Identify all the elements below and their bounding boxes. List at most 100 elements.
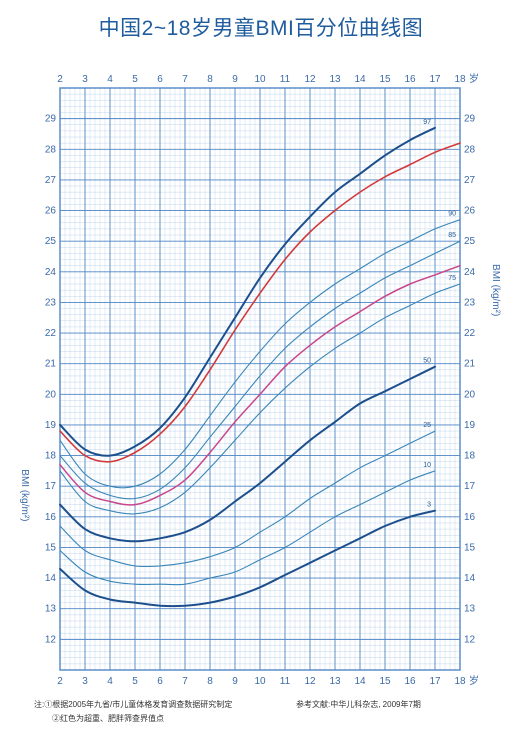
y-tick-label-left: 12 (45, 634, 57, 645)
y-tick-label-left: 16 (45, 512, 57, 523)
series-label-25: 25 (423, 422, 431, 429)
x-tick-label-top: 2 (57, 74, 63, 85)
x-tick-label-top: 5 (132, 74, 138, 85)
series-line-red (59, 142, 461, 463)
x-tick-label-top: 11 (280, 74, 291, 85)
y-tick-label-right: 23 (464, 297, 476, 308)
y-tick-label-left: 29 (45, 114, 57, 125)
x-tick-label-bottom: 18 (454, 676, 466, 687)
y-tick-label-right: 12 (464, 634, 476, 645)
x-tick-label-bottom: 9 (232, 676, 238, 687)
y-tick-label-left: 17 (45, 481, 57, 492)
y-tick-label-right: 21 (464, 359, 476, 370)
y-tick-label-left: 15 (45, 542, 57, 553)
series-label-97: 97 (423, 119, 431, 126)
x-tick-label-bottom: 14 (354, 676, 366, 687)
x-tick-label-top: 3 (82, 74, 88, 85)
y-tick-label-right: 29 (464, 114, 476, 125)
y-tick-label-left: 25 (45, 236, 57, 247)
x-tick-label-top: 13 (329, 74, 341, 85)
x-tick-label-top: 4 (107, 74, 113, 85)
y-tick-label-right: 27 (464, 175, 476, 186)
y-tick-label-left: 20 (45, 389, 57, 400)
y-tick-label-right: 22 (464, 328, 476, 339)
y-tick-label-left: 18 (45, 451, 57, 462)
y-tick-label-right: 18 (464, 451, 476, 462)
x-tick-label-bottom: 4 (107, 676, 113, 687)
series-label-10: 10 (423, 462, 431, 469)
x-tick-label-bottom: 15 (379, 676, 391, 687)
series-label-3: 3 (427, 502, 431, 509)
x-tick-label-bottom: 5 (132, 676, 138, 687)
y-tick-label-left: 26 (45, 206, 57, 217)
x-tick-label-bottom: 6 (157, 676, 163, 687)
y-tick-label-right: 16 (464, 512, 476, 523)
y-tick-label-left: 24 (45, 267, 57, 278)
series-line-3 (59, 509, 436, 608)
x-tick-label-bottom: 11 (280, 676, 291, 687)
x-tick-label-top: 9 (232, 74, 238, 85)
y-tick-label-left: 28 (45, 144, 57, 155)
x-tick-label-bottom: 12 (304, 676, 316, 687)
x-tick-label-top: 16 (404, 74, 416, 85)
note-line-1: ①根据2005年九省/市儿童体格发育调查数据研究制定 (44, 700, 233, 709)
page-title: 中国2~18岁男童BMI百分位曲线图 (98, 17, 424, 40)
x-tick-label-top: 17 (429, 74, 441, 85)
y-tick-label-right: 17 (464, 481, 476, 492)
series-label-85: 85 (448, 232, 456, 239)
series-label-50: 50 (423, 358, 431, 365)
y-tick-label-left: 13 (45, 604, 57, 615)
series-line-97 (59, 126, 436, 457)
y-tick-label-right: 15 (464, 542, 476, 553)
note-reference: 参考文献:中华儿科杂志, 2009年7期 (296, 700, 421, 709)
y-tick-label-right: 24 (464, 267, 476, 278)
x-tick-label-top: 12 (304, 74, 316, 85)
x-tick-label-bottom: 10 (254, 676, 266, 687)
series-line-10 (59, 470, 436, 586)
x-tick-label-top: 8 (207, 74, 213, 85)
y-tick-label-right: 25 (464, 236, 476, 247)
y-tick-label-right: 14 (464, 573, 476, 584)
series-line-90 (59, 219, 461, 489)
y-tick-label-right: 26 (464, 206, 476, 217)
series-label-75: 75 (448, 275, 456, 282)
series-line-25 (59, 430, 436, 568)
y-tick-label-left: 23 (45, 297, 57, 308)
x-axis-unit-top: 岁 (469, 72, 479, 85)
plot-border (59, 87, 461, 671)
note-line-2: ②红色为超重、肥胖筛查界值点 (52, 714, 164, 723)
y-tick-label-left: 14 (45, 573, 57, 584)
y-tick-label-right: 28 (464, 144, 476, 155)
x-tick-label-top: 10 (254, 74, 266, 85)
x-tick-label-bottom: 17 (429, 676, 441, 687)
x-tick-label-bottom: 8 (207, 676, 213, 687)
y-tick-label-right: 13 (464, 604, 476, 615)
y-tick-label-right: 19 (464, 420, 476, 431)
chart-notes: 注:①根据2005年九省/市儿童体格发育调查数据研究制定 ②红色为超重、肥胖筛查… (34, 698, 421, 726)
series-line-75 (59, 283, 461, 515)
y-tick-label-left: 22 (45, 328, 57, 339)
y-axis-label-left: BMI (kg/m²) (19, 469, 30, 521)
series-line-pink (59, 264, 461, 506)
x-tick-label-bottom: 16 (404, 676, 416, 687)
y-tick-label-left: 21 (45, 359, 57, 370)
x-tick-label-bottom: 3 (82, 676, 88, 687)
x-tick-label-top: 7 (182, 74, 188, 85)
note-prefix: 注: (34, 700, 45, 709)
series-line-85 (59, 240, 461, 500)
x-tick-label-top: 6 (157, 74, 163, 85)
x-tick-label-top: 14 (354, 74, 366, 85)
x-tick-label-bottom: 7 (182, 676, 188, 687)
y-tick-label-left: 19 (45, 420, 57, 431)
series-label-90: 90 (448, 211, 456, 218)
x-tick-label-top: 15 (379, 74, 391, 85)
series-line-50 (59, 365, 436, 543)
x-tick-label-bottom: 13 (329, 676, 341, 687)
x-tick-label-bottom: 2 (57, 676, 63, 687)
y-tick-label-right: 20 (464, 389, 476, 400)
y-axis-label-right: BMI (kg/m²) (490, 264, 501, 316)
x-axis-unit-bottom: 岁 (469, 674, 479, 687)
y-tick-label-left: 27 (45, 175, 57, 186)
x-tick-label-top: 18 (454, 74, 466, 85)
